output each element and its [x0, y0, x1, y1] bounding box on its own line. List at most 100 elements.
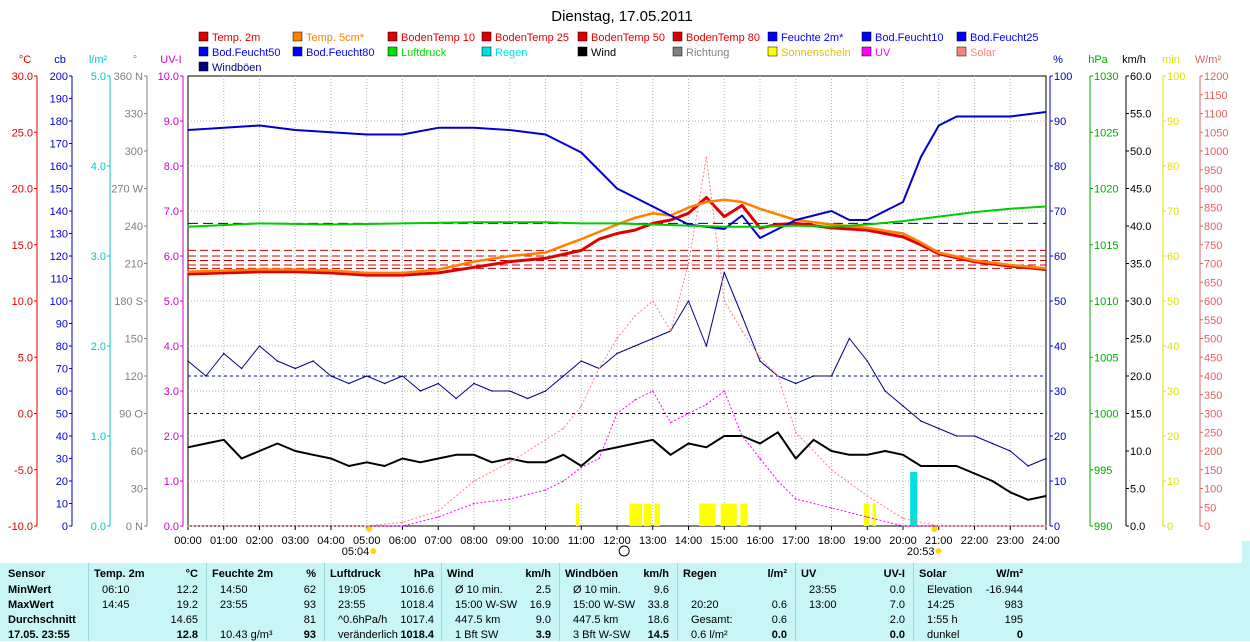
stat-detail: 447.5 km — [573, 614, 619, 626]
series-point-uv — [705, 403, 708, 406]
series-point-windb-en — [920, 420, 922, 422]
stat-value: 0.6 — [771, 599, 787, 611]
series-point-uv — [616, 412, 618, 415]
series-point-wind — [902, 453, 904, 456]
axis-tick-label-right: 250 — [1204, 427, 1222, 439]
axis-tick-label-right: 1010 — [1094, 296, 1118, 308]
axis-tick-label-left: 180 — [50, 116, 68, 128]
series-point-solar — [634, 315, 636, 317]
x-tick-label: 12:00 — [603, 535, 631, 547]
axis-tick-label-left: 1.0 — [164, 476, 179, 488]
stat-column-separator — [206, 563, 207, 641]
axis-tick-label-right: 990 — [1094, 521, 1112, 533]
series-point-wind — [508, 457, 511, 460]
series-point-temp-2m — [723, 215, 726, 218]
axis-tick-label-right: 40.0 — [1130, 221, 1151, 233]
legend-swatch — [577, 31, 588, 42]
legend-label: BodenTemp 80 — [686, 32, 760, 44]
stat-value: 0.0 — [889, 584, 905, 596]
series-point-windb-en — [651, 337, 654, 340]
series-point-luftdruck — [187, 225, 189, 228]
series-point-temp-2m — [920, 243, 922, 246]
series-point-temp-5cm — [401, 272, 404, 274]
axis-tick-label-left: 30 — [56, 454, 68, 466]
scrollbar[interactable] — [1242, 541, 1250, 641]
stat-unit: hPa — [413, 568, 434, 580]
stat-value: 0 — [1016, 629, 1023, 641]
series-point-feuchte-2m — [937, 124, 940, 127]
axis-unit-left: ° — [133, 54, 137, 66]
series-point-wind — [312, 453, 314, 456]
series-point-uv — [473, 502, 475, 505]
series-point-temp-5cm — [222, 269, 225, 272]
sunshine-bar — [629, 503, 643, 526]
series-point-solar — [562, 427, 565, 430]
axis-tick-label-left: 70 — [56, 364, 68, 376]
series-point-feuchte-2m — [830, 210, 833, 212]
axis-unit-left: °C — [19, 54, 31, 66]
axis-tick-label-right: 20 — [1054, 431, 1066, 443]
series-point-windb-en — [348, 382, 350, 385]
axis-tick-label-right: 1005 — [1094, 352, 1118, 364]
x-tick-label: 04:00 — [317, 535, 345, 547]
stat-value: 18.6 — [647, 614, 669, 626]
series-point-wind — [598, 450, 600, 452]
axis-tick-label-right: 1015 — [1094, 240, 1118, 252]
series-point-luftdruck — [830, 225, 833, 228]
legend-swatch — [861, 46, 872, 57]
series-point-solar — [741, 330, 743, 332]
series-point-windb-en — [812, 375, 815, 377]
legend-swatch — [198, 61, 209, 72]
stat-column-separator — [559, 563, 560, 641]
stat-detail: 14:25 — [927, 599, 955, 611]
x-tick-label: 14:00 — [675, 535, 703, 547]
series-point-wind — [955, 465, 958, 467]
series-point-feuchte-2m — [401, 133, 404, 136]
series-point-temp-5cm — [294, 268, 297, 271]
series-point-solar — [580, 405, 583, 407]
series-point-windb-en — [491, 390, 493, 392]
series-point-feuchte-2m — [669, 214, 672, 217]
axis-tick-label-right: 950 — [1204, 165, 1222, 177]
stat-detail: ^0.6hPa/h — [338, 614, 388, 626]
stat-detail: 14:45 — [102, 599, 130, 611]
series-point-feuchte-2m — [508, 129, 511, 131]
series-point-wind — [240, 457, 243, 460]
series-point-wind — [455, 453, 457, 456]
series-point-wind — [812, 438, 815, 441]
legend-label: Temp. 2m — [212, 32, 260, 44]
stat-column: Wind km/h Ø 10 min. 2.5 15:00 W-SW 16.9 447.5 … — [447, 563, 559, 641]
axis-tick-label-right: 150 — [1204, 465, 1222, 477]
series-point-wind — [991, 480, 994, 482]
axis-tick-label-right: 650 — [1204, 277, 1222, 289]
axis-tick-label-right: 55.0 — [1130, 109, 1151, 121]
axis-unit-left: cb — [54, 54, 66, 66]
axis-tick-label-left: 270 W — [111, 184, 143, 196]
series-point-feuchte-2m — [544, 133, 547, 136]
axis-tick-label-left: 330 — [125, 109, 143, 121]
series-point-temp-2m — [437, 272, 440, 274]
axis-tick-label-left: 120 — [50, 251, 68, 263]
axis-tick-label-right: 50 — [1204, 502, 1216, 514]
legend-label: Richtung — [686, 47, 729, 59]
axis-tick-label-left: 100 — [50, 296, 68, 308]
axis-tick-label-left: 110 — [50, 274, 68, 286]
series-line-solar — [188, 156, 1046, 527]
series-point-solar — [616, 337, 618, 340]
axis-tick-label-left: 5.0 — [18, 352, 33, 364]
series-point-solar — [187, 525, 189, 527]
stat-value: -16.944 — [985, 584, 1023, 596]
stat-row-label: MaxWert — [8, 599, 54, 611]
series-point-solar — [473, 480, 475, 482]
stat-detail: 23:55 — [338, 599, 366, 611]
series-point-temp-2m — [222, 272, 225, 274]
series-point-wind — [884, 450, 886, 452]
series-point-temp-5cm — [258, 268, 261, 271]
series-point-uv — [401, 525, 404, 527]
legend-label: Bod.Feucht80 — [306, 47, 375, 59]
series-point-wind — [526, 461, 529, 464]
stat-value: 0.6 — [771, 614, 787, 626]
series-point-wind — [1027, 498, 1029, 501]
series-point-temp-5cm — [1045, 267, 1047, 270]
axis-tick-label-right: 100 — [1167, 71, 1185, 83]
